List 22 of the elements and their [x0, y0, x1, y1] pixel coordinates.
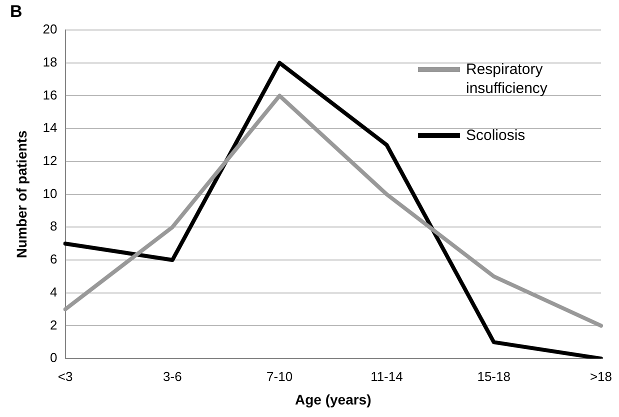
y-tick-label: 2: [50, 317, 58, 332]
y-tick-label: 6: [50, 252, 58, 267]
y-tick-label: 0: [50, 350, 58, 366]
chart-title: B: [10, 2, 22, 22]
x-axis-title: Age (years): [294, 391, 372, 408]
x-tick-label: 15-18: [477, 368, 510, 384]
y-tick-label: 18: [42, 54, 58, 70]
x-tick-label: 7-10: [266, 368, 293, 384]
legend-label: Scoliosis: [466, 126, 526, 145]
x-tick-label: >18: [590, 368, 612, 384]
y-tick-label: 16: [42, 87, 58, 102]
y-tick-label: 12: [42, 153, 58, 168]
legend-label: Respiratory insufficiency: [466, 60, 548, 98]
y-tick-label: 14: [42, 120, 58, 136]
y-tick-label: 4: [50, 284, 58, 300]
y-tick-label: 20: [42, 22, 58, 37]
x-tick-label: 11-14: [370, 368, 403, 384]
x-tick-label: 3-6: [163, 368, 182, 384]
y-tick-label: 10: [42, 186, 58, 201]
x-tick-label: <3: [58, 368, 73, 384]
y-axis-title: Number of patients: [13, 130, 30, 258]
y-tick-label: 8: [50, 218, 58, 234]
